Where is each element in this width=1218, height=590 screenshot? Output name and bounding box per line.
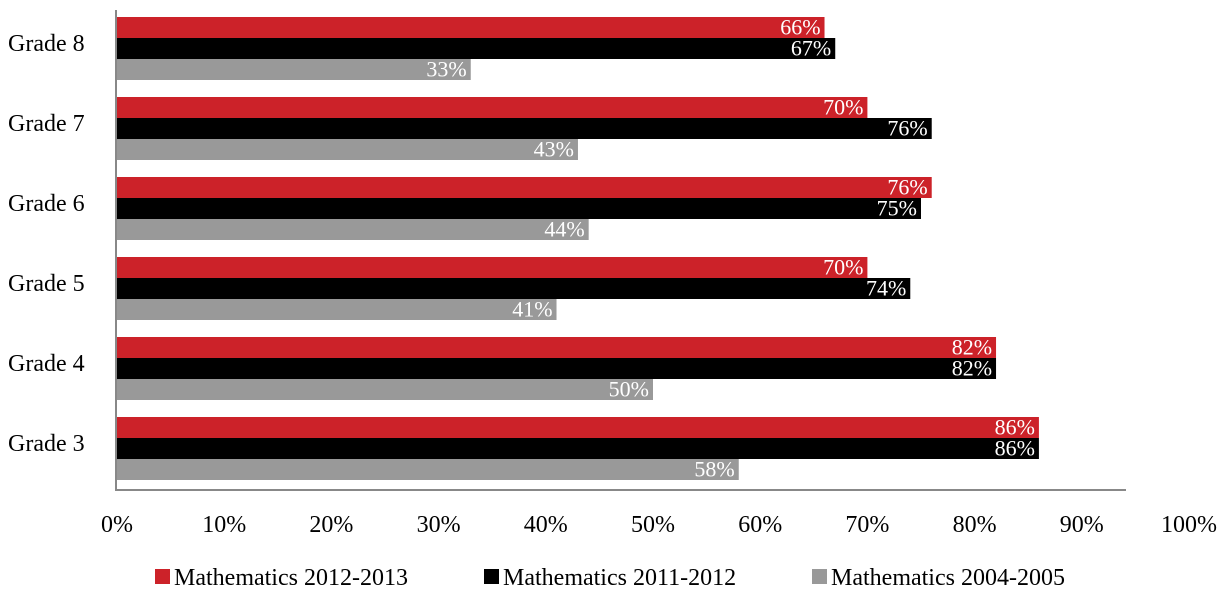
bar-value-label: 44% xyxy=(544,217,584,242)
bar xyxy=(117,299,557,320)
bar-value-label: 67% xyxy=(791,36,831,61)
bar-value-label: 86% xyxy=(995,415,1035,440)
category-label: Grade 3 xyxy=(8,431,85,457)
bar xyxy=(117,417,1039,438)
category-label: Grade 7 xyxy=(8,111,85,137)
bar-value-label: 66% xyxy=(780,15,820,40)
bar-value-label: 70% xyxy=(823,255,863,280)
bar-value-label: 76% xyxy=(887,116,927,141)
x-tick-labels: 0% 10% 20% 30% 40% 50% 60% 70% 80% 90% 100% xyxy=(101,512,1217,538)
legend-label: Mathematics 2012-2013 xyxy=(174,565,408,590)
bar-value-label: 33% xyxy=(426,57,466,82)
bar xyxy=(117,278,911,299)
bar xyxy=(117,358,997,379)
category-label: Grade 4 xyxy=(8,351,85,377)
x-tick-label: 90% xyxy=(1060,512,1104,538)
bar-value-label: 82% xyxy=(952,335,992,360)
bar xyxy=(117,379,653,400)
legend-swatch xyxy=(484,569,499,584)
bar-value-label: 43% xyxy=(534,137,574,162)
legend-label: Mathematics 2004-2005 xyxy=(831,565,1065,590)
bar xyxy=(117,97,868,118)
bar xyxy=(117,17,825,38)
x-tick-label: 0% xyxy=(101,512,133,538)
legend-swatch xyxy=(155,569,170,584)
bar xyxy=(117,38,836,59)
bar xyxy=(117,257,868,278)
bar-value-label: 58% xyxy=(694,457,734,482)
x-tick-label: 40% xyxy=(524,512,568,538)
bar xyxy=(117,139,578,160)
bar-value-label: 70% xyxy=(823,95,863,120)
bar-value-label: 74% xyxy=(866,276,906,301)
bar xyxy=(117,59,471,80)
legend-label: Mathematics 2011-2012 xyxy=(503,565,736,590)
x-tick-label: 10% xyxy=(202,512,246,538)
legend-swatch xyxy=(812,569,827,584)
x-tick-label: 80% xyxy=(953,512,997,538)
x-tick-label: 100% xyxy=(1161,512,1217,538)
bar-value-label: 50% xyxy=(609,377,649,402)
bar-value-label: 86% xyxy=(995,436,1035,461)
x-tick-label: 30% xyxy=(417,512,461,538)
bar xyxy=(117,459,739,480)
bar-labels-layer: 66%67%33%70%76%43%76%75%44%70%74%41%82%8… xyxy=(426,15,1034,482)
bar xyxy=(117,118,932,139)
bar xyxy=(117,438,1039,459)
category-labels: Grade 8 Grade 7 Grade 6 Grade 5 Grade 4 Grade… xyxy=(8,31,85,457)
bars-layer xyxy=(117,17,1039,480)
category-label: Grade 5 xyxy=(8,271,85,297)
bar-value-label: 75% xyxy=(877,196,917,221)
x-tick-label: 50% xyxy=(631,512,675,538)
bar xyxy=(117,177,932,198)
bar-value-label: 82% xyxy=(952,356,992,381)
bar xyxy=(117,337,997,358)
bar-value-label: 41% xyxy=(512,297,552,322)
x-tick-label: 60% xyxy=(738,512,782,538)
bar xyxy=(117,198,921,219)
legend: Mathematics 2012-2013 Mathematics 2011-20… xyxy=(155,565,1065,590)
axes xyxy=(115,10,1126,491)
x-tick-label: 70% xyxy=(845,512,889,538)
bar-value-label: 76% xyxy=(887,175,927,200)
x-tick-label: 20% xyxy=(309,512,353,538)
bar xyxy=(117,219,589,240)
category-label: Grade 6 xyxy=(8,191,85,217)
category-label: Grade 8 xyxy=(8,31,85,57)
